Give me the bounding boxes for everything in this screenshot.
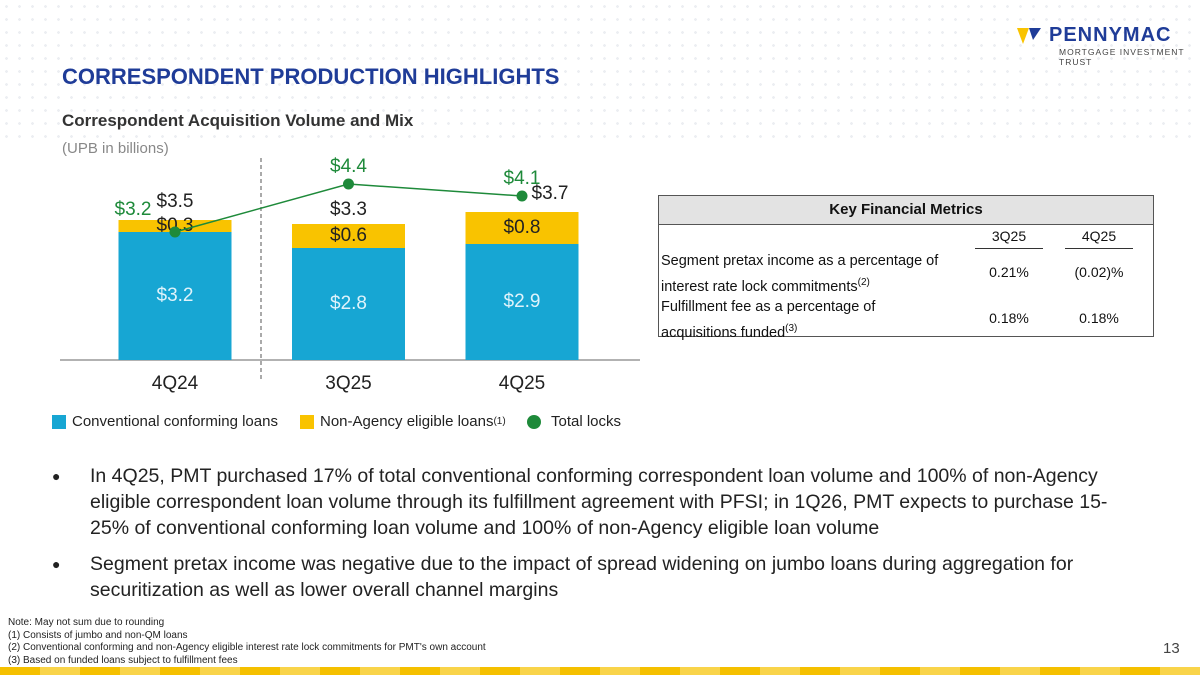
bar-segment — [118, 232, 232, 360]
bullet: ● In 4Q25, PMT purchased 17% of total con… — [52, 463, 1132, 541]
bar-label: $2.8 — [330, 293, 367, 314]
row-note: (3) — [785, 323, 798, 334]
row-label: Fulfillment fee as a percentage of acqui… — [661, 296, 951, 344]
line-label: $4.4 — [330, 156, 367, 177]
bullet-dot: ● — [52, 556, 61, 572]
legend-item: Total locks — [527, 413, 621, 430]
table-title: Key Financial Metrics — [659, 196, 1153, 225]
row-note: (2) — [857, 277, 870, 288]
logo-name: PENNYMAC — [1049, 24, 1172, 46]
legend-label: Conventional conforming loans — [72, 413, 278, 430]
bar-segment — [118, 220, 232, 232]
table-value: 0.18% — [989, 310, 1029, 326]
x-tick-label: 4Q25 — [499, 373, 545, 394]
legend-item: Conventional conforming loans — [52, 413, 278, 430]
bullet-text: In 4Q25, PMT purchased 17% of total conv… — [90, 465, 1108, 539]
logo-icon — [1017, 28, 1041, 44]
x-tick-label: 3Q25 — [325, 373, 371, 394]
bullet-text: Segment pretax income was negative due t… — [90, 553, 1074, 601]
logo: PENNYMAC MORTGAGE INVESTMENT TRUST — [1017, 24, 1200, 67]
line-label: $4.1 — [504, 168, 541, 189]
footnote: Note: May not sum due to rounding — [8, 617, 165, 628]
bar-label: $2.9 — [504, 291, 541, 312]
table-value: (0.02)% — [1074, 264, 1124, 280]
footnote: (2) Conventional conforming and non-Agen… — [8, 642, 486, 653]
bullet: ● Segment pretax income was negative due … — [52, 551, 1132, 603]
line-marker — [343, 178, 354, 190]
background-dots — [0, 0, 1200, 140]
slide-title: CORRESPONDENT PRODUCTION HIGHLIGHTS — [62, 64, 560, 89]
line-marker — [516, 190, 528, 202]
bar-label: $0.8 — [504, 217, 541, 238]
total-label: $3.7 — [532, 183, 569, 204]
metrics-table: Key Financial Metrics 3Q25 4Q25 Segment pr… — [658, 195, 1154, 341]
chart: $3.2$0.3$3.54Q24$2.8$0.6$3.33Q25$2.9$0.8… — [60, 156, 640, 394]
column-header: 3Q25 — [975, 228, 1043, 249]
legend-label: Total locks — [551, 413, 622, 430]
chart-subtitle: (UPB in billions) — [62, 140, 169, 157]
footnotes: Note: May not sum due to rounding (1) Con… — [8, 617, 486, 667]
chart-title: Correspondent Acquisition Volume and Mix — [62, 111, 414, 130]
footnote: (3) Based on funded loans subject to ful… — [8, 654, 238, 666]
bar-segment — [292, 224, 405, 248]
total-label: $3.3 — [330, 199, 367, 220]
bar-segment — [465, 212, 579, 244]
bullets: ● In 4Q25, PMT purchased 17% of total con… — [52, 463, 1132, 613]
row-label: Segment pretax income as a percentage of… — [661, 250, 951, 298]
bar-label: $0.6 — [330, 225, 367, 246]
footer-stripe — [0, 667, 1200, 675]
total-label: $3.5 — [157, 191, 194, 212]
legend-marker — [527, 414, 541, 429]
page-number: 13 — [1163, 640, 1180, 657]
row-label-text: Segment pretax income as a percentage of… — [661, 253, 939, 295]
bullet-dot: ● — [52, 468, 61, 484]
column-header: 4Q25 — [1065, 228, 1133, 249]
line-label: $3.2 — [115, 199, 152, 220]
legend-swatch — [52, 414, 66, 429]
bar-label: $3.2 — [157, 285, 194, 306]
logo-tagline: MORTGAGE INVESTMENT TRUST — [1059, 47, 1185, 67]
legend-item: Non-Agency eligible loans (1) — [300, 413, 506, 430]
x-tick-label: 4Q24 — [152, 373, 199, 394]
legend-swatch — [300, 414, 314, 429]
line-marker — [169, 226, 181, 238]
legend-label: Non-Agency eligible loans — [320, 413, 494, 430]
bar-label: $0.3 — [157, 215, 194, 236]
row-label-text: Fulfillment fee as a percentage of acqui… — [661, 299, 876, 341]
legend-note: (1) — [493, 416, 506, 427]
bar-segment — [465, 244, 579, 360]
footnote: (1) Consists of jumbo and non-QM loans — [8, 629, 188, 641]
table-value: 0.18% — [1079, 310, 1119, 326]
table-value: 0.21% — [989, 264, 1029, 280]
bar-segment — [292, 248, 405, 360]
